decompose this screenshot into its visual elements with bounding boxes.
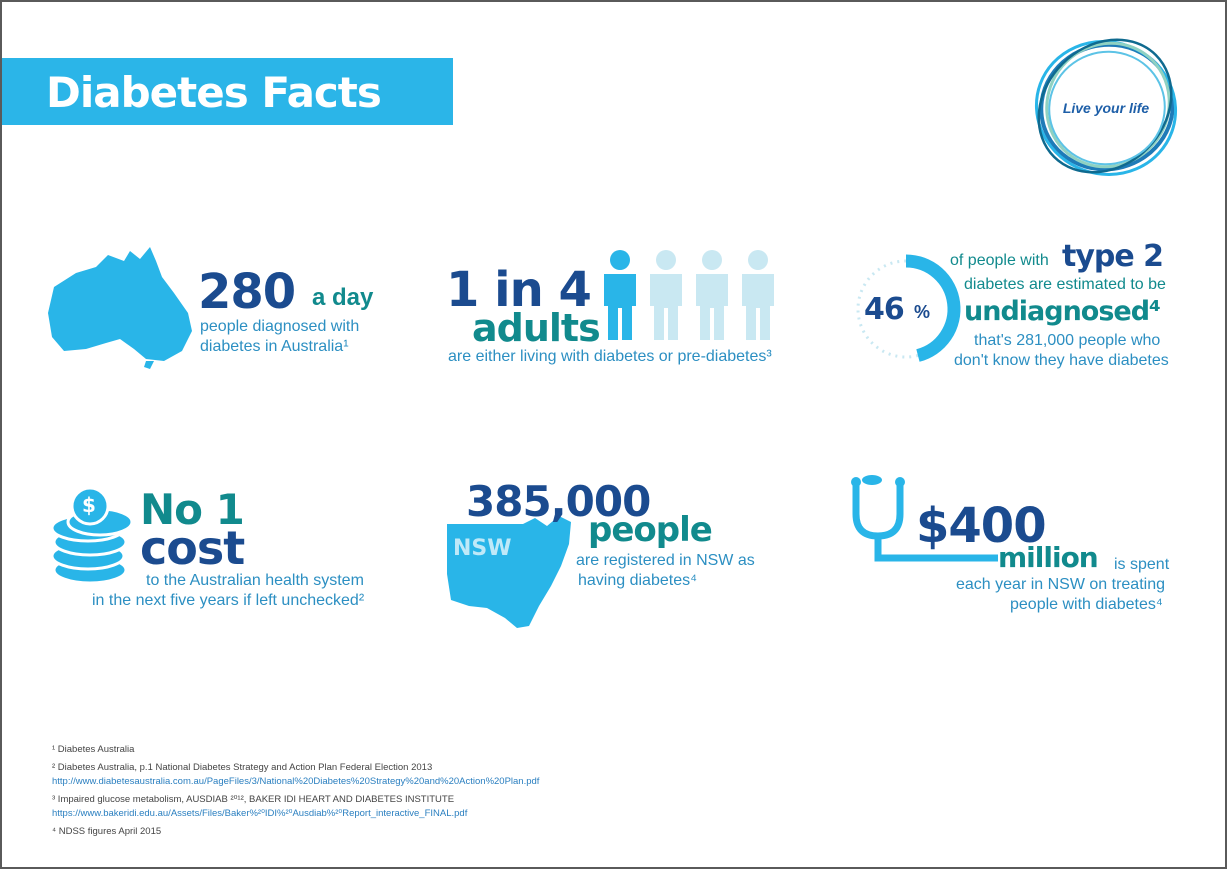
coin-symbol: $ [82,493,96,517]
footnote-2-text: ² Diabetes Australia, p.1 National Diabe… [52,762,433,773]
cost-line2: cost [140,521,245,575]
spend-unit-tail: is spent [1114,556,1170,573]
undiagnosed-type2: type 2 [1062,239,1164,274]
adults-caption: are either living with diabetes or pre-d… [448,348,772,365]
nsw-map-label: NSW [453,536,512,561]
undiagnosed-line1-pre: of people with [950,252,1049,269]
footnote-2-link[interactable]: http://www.diabetesaustralia.com.au/Page… [52,776,540,787]
nsw-line2: having diabetes⁴ [578,572,697,589]
footnote-3: ³ Impaired glucose metabolism, AUSDIAB ²… [52,793,539,821]
undiagnosed-line2: diabetes are estimated to be [964,276,1166,293]
daily-number: 280 [198,264,296,320]
person-icon [696,250,728,340]
footnote-4-text: ⁴ NDSS figures April 2015 [52,826,162,837]
undiagnosed-percent: 46 [864,292,905,327]
logo-text: Live your life [1062,100,1150,116]
page-title: Diabetes Facts [46,68,382,117]
coin-stack-icon: $ [48,486,138,590]
adults-ratio: 1 in 4 [446,262,592,318]
undiagnosed-percent-sign: % [914,302,931,322]
spend-amount: $400 [916,498,1047,554]
spend-line3: people with diabetes⁴ [1010,596,1163,613]
people-row [600,250,780,342]
stethoscope-icon [848,474,1002,578]
spend-unit: million [998,541,1099,574]
australia-map-icon [46,247,194,375]
cost-line1: No 1 [140,485,245,534]
adults-label: adults [472,306,601,350]
undiagnosed-line4: that's 281,000 people who [974,332,1161,349]
undiagnosed-line3: undiagnosed⁴ [964,296,1161,327]
footnotes: ¹ Diabetes Australia ² Diabetes Australi… [52,743,539,843]
logo: Live your life [1030,30,1182,182]
cost-line3: to the Australian health system [146,572,364,589]
person-icon [604,250,636,340]
spend-line2: each year in NSW on treating [956,576,1165,593]
nsw-number: 385,000 [466,477,651,526]
people-icon-group [604,250,774,340]
nsw-map-icon: NSW [447,514,573,634]
footnote-3-link[interactable]: https://www.bakeridi.edu.au/Assets/Files… [52,808,468,819]
footnote-1: ¹ Diabetes Australia [52,743,539,757]
nsw-label: people [588,510,713,550]
footnote-1-text: ¹ Diabetes Australia [52,744,135,755]
cost-line4: in the next five years if left unchecked… [92,592,365,609]
footnote-2: ² Diabetes Australia, p.1 National Diabe… [52,761,539,789]
undiagnosed-line5: don't know they have diabetes [954,352,1169,369]
daily-line1: people diagnosed with [200,318,360,335]
person-icon [650,250,682,340]
logo-rings-icon [1034,38,1178,176]
footnote-4: ⁴ NDSS figures April 2015 [52,825,539,839]
person-icon [742,250,774,340]
donut-value-arc [905,254,961,362]
daily-line2: diabetes in Australia¹ [200,338,349,355]
nsw-line1: are registered in NSW as [576,552,755,569]
footnote-3-text: ³ Impaired glucose metabolism, AUSDIAB ²… [52,794,455,805]
donut-progress-icon [850,253,962,369]
title-banner [2,58,453,125]
daily-unit: a day [312,284,374,311]
